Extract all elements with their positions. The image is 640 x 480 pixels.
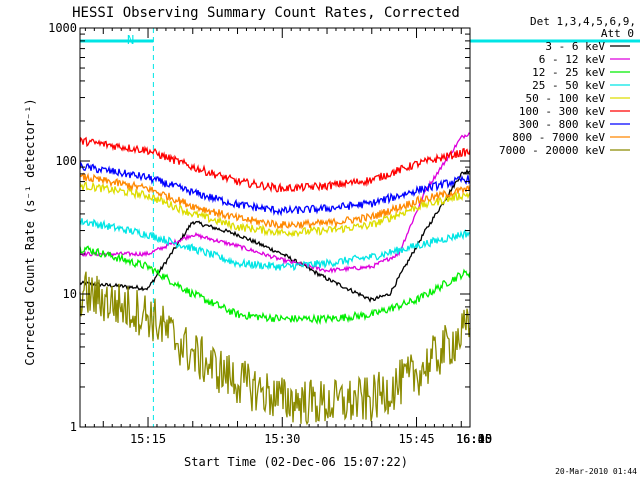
legend-label-2: 6 - 12 keV xyxy=(539,53,606,66)
legend-label-1: 3 - 6 keV xyxy=(545,40,605,53)
y-tick-label: 10 xyxy=(63,287,77,301)
y-axis: 1 10 100 1000 xyxy=(48,21,470,434)
series-line-5 xyxy=(79,181,471,238)
series-line-8 xyxy=(79,172,471,230)
plot-frame xyxy=(79,27,471,428)
legend-label-3: 12 - 25 keV xyxy=(532,66,605,79)
legend-label-5: 50 - 100 keV xyxy=(526,92,606,105)
series-line-7 xyxy=(79,161,471,217)
series-line-9 xyxy=(79,271,471,426)
x-tick-label: 15:30 xyxy=(264,432,300,446)
legend-label-6: 100 - 300 keV xyxy=(519,105,605,118)
series-lines xyxy=(79,132,471,426)
legend-header-attenuator: Att 0 xyxy=(601,27,634,40)
x-tick-label: 16:00 xyxy=(456,432,492,446)
legend-label-9: 7000 - 20000 keV xyxy=(499,144,605,157)
y-tick-label: 100 xyxy=(55,154,77,168)
x-tick-label: 16:45 xyxy=(456,432,492,446)
legend-header-detectors: Det 1,3,4,5,6,9, xyxy=(530,15,636,28)
night-markers xyxy=(80,28,640,427)
series-line-4 xyxy=(79,218,471,272)
timestamp: 20-Mar-2010 01:44 xyxy=(555,467,637,476)
y-tick-label: 1 xyxy=(70,420,77,434)
chart-title: HESSI Observing Summary Count Rates, Cor… xyxy=(72,5,460,21)
series-line-3 xyxy=(79,245,471,325)
x-tick-label: 16:15 xyxy=(456,432,492,446)
legend-label-4: 25 - 50 keV xyxy=(532,79,605,92)
y-tick-label: 1000 xyxy=(48,21,77,35)
series-line-2 xyxy=(79,132,471,274)
x-axis-label: Start Time (02-Dec-06 15:07:22) xyxy=(184,455,408,469)
x-tick-label: 15:45 xyxy=(398,432,434,446)
legend-label-8: 800 - 7000 keV xyxy=(512,131,605,144)
x-tick-label: 15:15 xyxy=(130,432,166,446)
legend-label-7: 300 - 800 keV xyxy=(519,118,605,131)
y-axis-label: Corrected Count Rate (s⁻¹ detector⁻¹) xyxy=(23,98,37,365)
x-tick-label: 16:30 xyxy=(456,432,492,446)
series-line-1 xyxy=(79,168,471,303)
series-line-6 xyxy=(79,136,471,193)
annotation-n: N xyxy=(127,33,134,47)
